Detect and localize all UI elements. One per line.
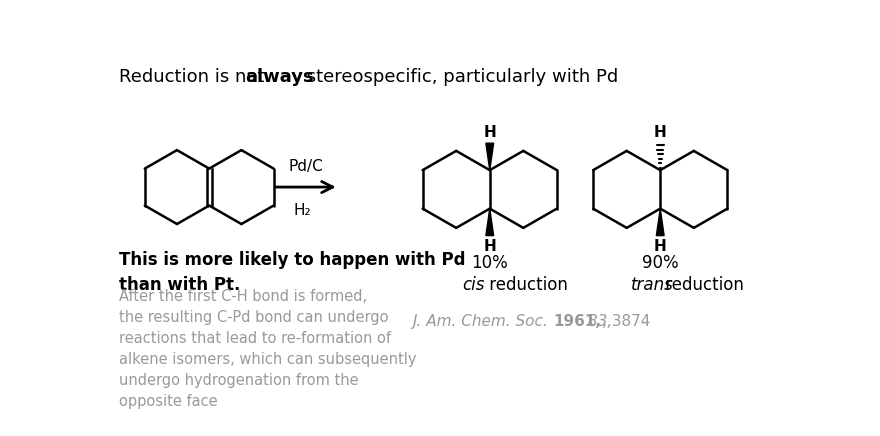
Polygon shape bbox=[486, 209, 494, 235]
Text: 1961,: 1961, bbox=[554, 314, 601, 329]
Text: cis: cis bbox=[463, 276, 485, 293]
Polygon shape bbox=[486, 143, 494, 170]
Text: always: always bbox=[246, 68, 314, 86]
Text: H: H bbox=[654, 125, 667, 140]
Text: H₂: H₂ bbox=[293, 203, 311, 218]
Text: H: H bbox=[483, 238, 496, 254]
Text: H: H bbox=[654, 238, 667, 254]
Text: Pd/C: Pd/C bbox=[289, 159, 324, 174]
Text: reduction: reduction bbox=[660, 276, 744, 293]
Text: , 3874: , 3874 bbox=[602, 314, 650, 329]
Text: trans: trans bbox=[631, 276, 673, 293]
Text: 83,: 83, bbox=[583, 314, 612, 329]
Text: 10%: 10% bbox=[472, 254, 508, 272]
Text: H: H bbox=[483, 125, 496, 140]
Text: J. Am. Chem. Soc.: J. Am. Chem. Soc. bbox=[412, 314, 553, 329]
Text: reduction: reduction bbox=[483, 276, 568, 293]
Text: 90%: 90% bbox=[642, 254, 678, 272]
Polygon shape bbox=[656, 209, 664, 235]
Text: After the first C-H bond is formed,
the resulting C-Pd bond can undergo
reaction: After the first C-H bond is formed, the … bbox=[120, 290, 417, 409]
Text: Reduction is not: Reduction is not bbox=[120, 68, 270, 86]
Text: This is more likely to happen with Pd
than with Pt.: This is more likely to happen with Pd th… bbox=[120, 251, 466, 294]
Text: stereospecific, particularly with Pd: stereospecific, particularly with Pd bbox=[302, 68, 619, 86]
